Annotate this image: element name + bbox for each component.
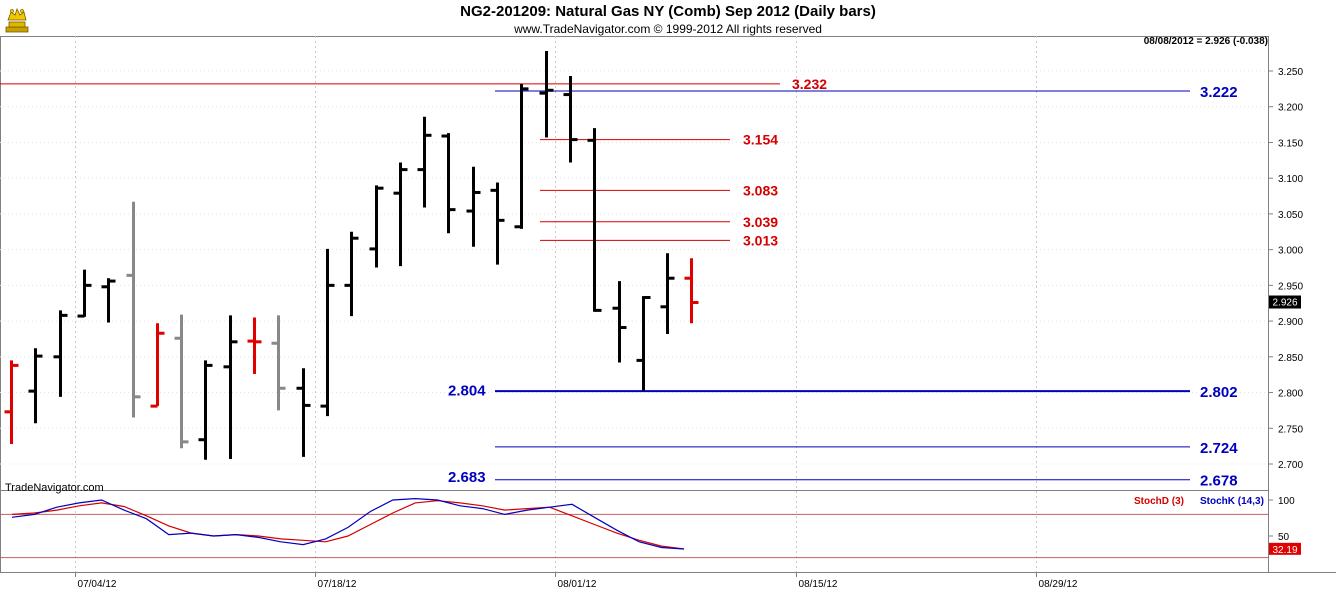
stoch-tick-label: 50 <box>1278 532 1290 543</box>
chart-frame <box>0 36 1269 573</box>
price-tick-label: 2.750 <box>1278 424 1303 435</box>
resistance-label: 3.013 <box>743 232 778 248</box>
price-tick-label: 2.950 <box>1278 281 1303 292</box>
legend-stoch-d: StochD (3) <box>1134 496 1184 507</box>
resistance-label: 3.039 <box>743 214 778 230</box>
price-tick-label: 2.850 <box>1278 353 1303 364</box>
stoch-last-badge <box>1269 542 1301 555</box>
ohlc-bars <box>4 50 699 460</box>
legend-stoch-k: StochK (14,3) <box>1200 496 1264 507</box>
support-label: 2.802 <box>1200 384 1238 401</box>
date-tick-label: 08/29/12 <box>1039 579 1078 590</box>
stoch-line-blue <box>11 497 685 550</box>
resistance-label: 3.154 <box>743 132 778 148</box>
support-label: 2.683 <box>448 469 486 486</box>
price-tick-label: 2.700 <box>1278 460 1303 471</box>
bull-trophy-icon <box>5 7 29 33</box>
price-tick-label: 3.050 <box>1278 210 1303 221</box>
price-grid <box>0 36 1336 573</box>
last-price-badge <box>1269 295 1301 309</box>
resistance-label: 3.232 <box>792 76 827 92</box>
price-tick-label: 3.250 <box>1278 67 1303 78</box>
date-tick-label: 07/04/12 <box>78 579 117 590</box>
stoch-line-red <box>11 500 685 550</box>
date-axis: 07/04/12 07/18/12 08/01/12 08/15/12 08/29/12 <box>75 572 1078 590</box>
support-label: 2.678 <box>1200 473 1238 490</box>
date-tick-label: 07/18/12 <box>318 579 357 590</box>
resistance-label: 3.083 <box>743 182 778 198</box>
price-tick-label: 2.900 <box>1278 317 1303 328</box>
chart-title: NG2-201209: Natural Gas NY (Comb) Sep 20… <box>460 3 876 20</box>
stoch-tick-label: 100 <box>1278 496 1295 507</box>
level-lines: 3.232 3.154 3.083 3.039 3.013 3.222 2.804 2.802… <box>0 76 1238 490</box>
date-tick-label: 08/01/12 <box>558 579 597 590</box>
price-tick-label: 2.800 <box>1278 389 1303 400</box>
stochastic-panel: 100 50 32.19 <box>0 496 1301 559</box>
support-label: 2.804 <box>448 383 486 400</box>
last-price-info: 08/08/2012 = 2.926 (-0.038) <box>1143 36 1268 47</box>
support-label: 2.724 <box>1200 440 1238 457</box>
support-label: 3.222 <box>1200 84 1238 101</box>
price-tick-label: 3.000 <box>1278 246 1303 257</box>
stoch-last-value: 32.19 <box>1272 545 1297 556</box>
date-tick-label: 08/15/12 <box>799 579 838 590</box>
price-tick-label: 3.150 <box>1278 138 1303 149</box>
last-price-value: 2.926 <box>1272 298 1297 309</box>
watermark-label: TradeNavigator.com <box>5 482 104 494</box>
price-tick-label: 3.100 <box>1278 174 1303 185</box>
price-tick-label: 3.200 <box>1278 103 1303 114</box>
copyright-notice: www.TradeNavigator.com © 1999-2012 All r… <box>514 22 822 36</box>
price-axis: 3.250 3.200 3.150 3.100 3.050 3.000 2.950 2.900… <box>1268 67 1303 471</box>
